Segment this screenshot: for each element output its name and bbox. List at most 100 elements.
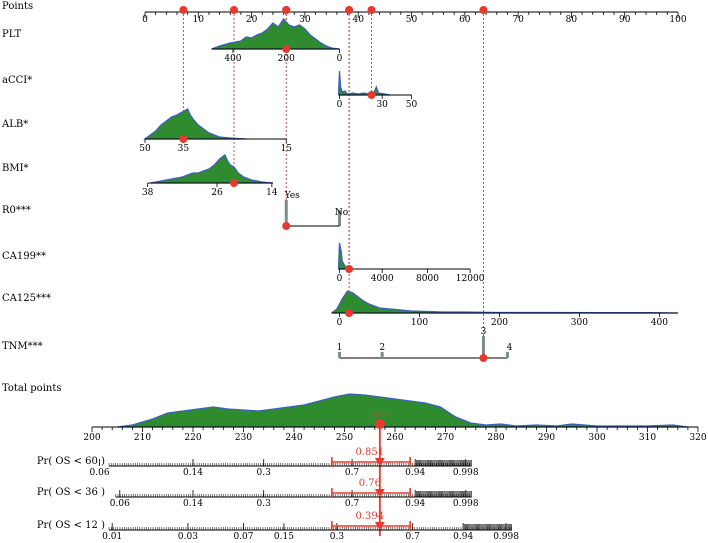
points-axis-marker-alb [179,6,188,14]
axis-tick-label-alb: 50 [139,144,151,154]
total-axis-tick-label: 320 [689,433,706,443]
probability-tick-label-1: 0.998 [453,499,479,509]
tnm-tick-label-2: 2 [379,343,385,353]
probability-tick-label-0: 0.998 [453,468,479,478]
variable-label-tnm: TNM*** [2,341,43,352]
total-axis-tick-label: 210 [134,433,151,443]
probability-marker-0 [374,458,385,466]
tnm-tick-label-4: 4 [507,343,513,353]
probability-tick-label-2: 0.998 [493,532,519,542]
points-axis-tick-label: 100 [669,15,686,25]
ca199-selected-marker [345,265,354,273]
axis-tick-label-acci: 50 [406,100,418,110]
total-axis-tick-label: 200 [83,433,100,443]
r0-tick-label-yes: Yes [284,191,300,201]
ca125-selected-marker [345,309,354,317]
tnm-bar-4 [505,352,509,358]
axis-tick-label-ca125: 0 [337,318,343,328]
r0-tick-label-no: No [335,208,348,218]
r0-selected-marker [282,222,291,230]
probability-tick-label-0: 0.14 [183,468,203,478]
probability-tick-label-2: 0.01 [102,532,122,542]
total-points-value-label: 257 [371,411,388,421]
total-axis-tick-label: 280 [487,433,504,443]
probability-tick-label-0: 0.94 [405,468,425,478]
points-axis-tick-label: 70 [512,15,524,25]
probability-tick-label-1: 0.7 [345,499,360,509]
tnm-selected-marker [479,354,488,362]
plt-selected-marker [282,45,291,53]
points-axis-label: Points [2,1,33,12]
tnm-bar-1 [338,352,342,358]
variable-label-r0: R0*** [2,205,31,216]
points-axis-tick-label: 20 [246,15,258,25]
probability-value-label-1: 0.76 [359,478,381,489]
total-axis-tick-label: 310 [639,433,656,443]
alb-selected-marker [179,135,188,143]
probability-tick-label-1: 0.94 [405,499,425,509]
axis-tick-label-bmi: 26 [211,188,223,198]
axis-tick-label-ca125: 200 [491,318,508,328]
axis-tick-label-bmi: 14 [266,188,278,198]
points-axis-marker-bmi [230,6,239,14]
points-axis-tick-label: 50 [406,15,418,25]
density-ca199 [337,242,354,270]
probability-axis-label-0: Pr( OS < 60 ) [37,456,105,467]
density-alb [143,108,247,140]
probability-tick-label-2: 0.15 [274,532,294,542]
probability-value-label-0: 0.851 [356,447,385,458]
tnm-bar-2 [380,352,384,358]
probability-tick-label-1: 0.06 [110,499,130,509]
axis-tick-label-ca199: 8000 [416,274,439,284]
tnm-tick-label-3: 3 [481,327,487,337]
axis-tick-label-alb: 35 [178,144,190,154]
r0-yes-bar [284,200,288,226]
points-axis-marker-tnm [479,6,488,14]
variable-label-ca125: CA125*** [2,293,51,304]
probability-axis-label-2: Pr( OS < 12 ) [37,520,105,531]
probability-tick-label-2: 0.03 [178,532,198,542]
probability-tick-label-2: 0.7 [406,532,421,542]
points-axis-tick-label: 30 [299,15,311,25]
probability-tick-label-2: 0.3 [330,532,345,542]
axis-tick-label-ca199: 0 [337,274,343,284]
probability-tick-label-2: 0.07 [233,532,253,542]
probability-value-label-2: 0.394 [356,511,385,522]
variable-label-plt: PLT [2,29,22,40]
probability-tick-label-2: 0.94 [453,532,473,542]
points-axis-tick-label: 90 [619,15,631,25]
tnm-tick-label-1: 1 [337,343,343,353]
acci-selected-marker [367,91,376,99]
points-axis-marker-ca125 [345,6,354,14]
axis-tick-label-plt: 400 [224,54,241,64]
probability-tick-label-1: 0.3 [257,499,272,509]
r0-no-bar [338,210,342,226]
variable-label-ca199: CA199** [2,251,46,262]
variable-label-alb: ALB* [1,119,28,130]
total-axis-tick-label: 220 [184,433,201,443]
total-axis-tick-label: 230 [235,433,252,443]
points-axis-tick-label: 40 [352,15,364,25]
points-axis-marker-r0 [282,6,291,14]
points-axis-tick-label: 0 [142,15,148,25]
axis-tick-label-plt: 200 [278,54,295,64]
variable-label-acci: aCCI* [2,75,32,86]
probability-tick-label-0: 0.7 [345,468,360,478]
axis-tick-label-acci: 0 [337,100,343,110]
total-points-label: Total points [2,383,61,394]
tnm-bar-3 [481,336,485,358]
density-plt [211,17,340,50]
total-axis-tick-label: 290 [538,433,555,443]
probability-marker-2 [374,522,385,530]
axis-tick-label-ca125: 300 [571,318,588,328]
density-acci [337,70,391,96]
probability-tick-label-0: 0.3 [257,468,272,478]
probability-marker-1 [374,489,385,497]
points-axis-marker-acci [367,6,376,14]
density-bmi [150,153,273,184]
axis-tick-label-bmi: 38 [142,188,154,198]
axis-tick-label-alb: 15 [281,144,293,154]
total-axis-tick-label: 250 [336,433,353,443]
density-total-points [117,393,688,428]
